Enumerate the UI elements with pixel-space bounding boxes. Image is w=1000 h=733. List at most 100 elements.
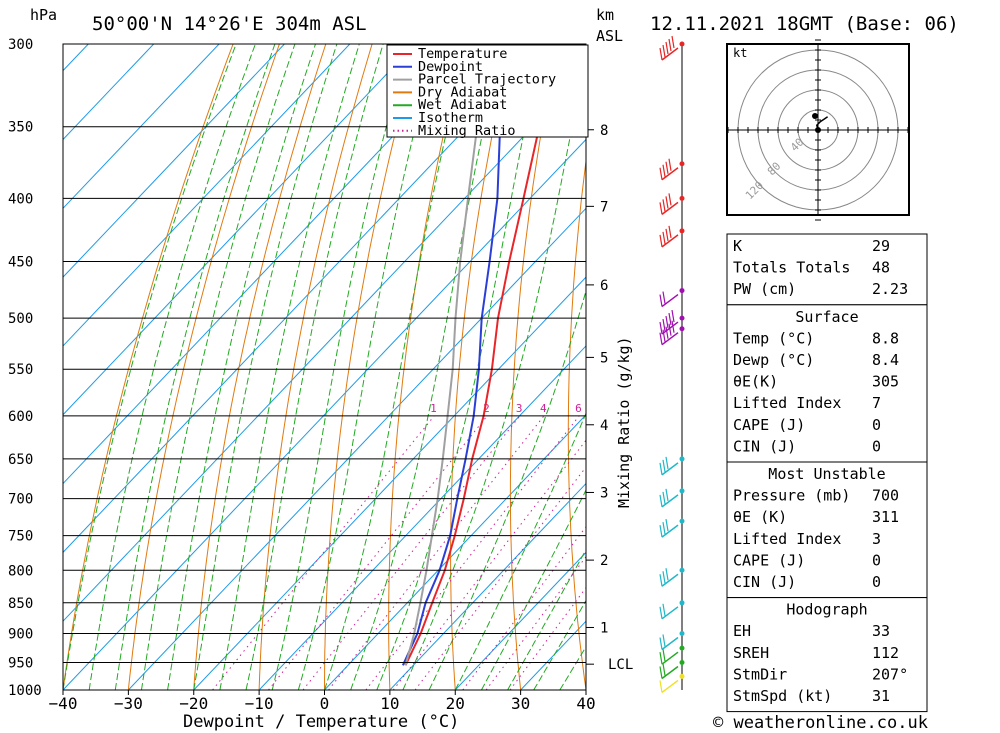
dry-adiabat-line	[258, 44, 373, 690]
series-dewpoint	[401, 44, 508, 666]
wind-barb-shaft	[661, 606, 679, 620]
wind-barb-dot	[679, 326, 685, 332]
wind-barb-feather	[665, 315, 669, 329]
hodograph-indices-label: EH	[733, 622, 751, 640]
wind-barb-feather	[659, 666, 663, 679]
wind-barb-dot	[679, 518, 685, 524]
km-tick-label: 8	[600, 123, 608, 139]
isotherm-line	[389, 482, 586, 690]
km-tick-label: 4	[600, 418, 608, 434]
wind-barb-feather	[671, 309, 675, 323]
hodograph-indices-value: 31	[872, 687, 890, 705]
surface-label: Dewp (°C)	[733, 351, 814, 369]
wind-barb-feather	[665, 228, 669, 241]
km-tick-label: LCL	[608, 657, 633, 673]
km-tick-label: 2	[600, 553, 608, 569]
wind-barb-feather	[665, 326, 669, 339]
pressure-tick-label: 350	[8, 120, 33, 136]
isotherm-line	[63, 44, 285, 278]
wind-barb-dot	[679, 659, 685, 665]
x-tick-label: 20	[446, 694, 465, 713]
hodograph-storm-marker	[812, 113, 818, 119]
x-tick-label: 0	[320, 694, 330, 713]
copyright-label: © weatheronline.co.uk	[713, 713, 928, 733]
wind-barb-feather	[662, 522, 666, 535]
wind-barb-feather	[668, 225, 672, 238]
wind-barb-feather	[662, 44, 666, 58]
wind-barb-shaft	[661, 636, 679, 651]
x-tick-label: 10	[380, 694, 399, 713]
km-tick-label: 3	[600, 485, 608, 501]
surface-label: CAPE (J)	[733, 416, 805, 434]
indices-top-value: 48	[872, 259, 890, 277]
wind-barb-dot	[679, 567, 685, 573]
wet-adiabat-line	[245, 44, 384, 690]
wind-barb-feather	[659, 167, 663, 180]
most-unstable-value: 311	[872, 508, 899, 526]
pressure-tick-label: 550	[8, 362, 33, 378]
isotherm-line	[63, 44, 547, 554]
wind-barb-dot	[679, 488, 685, 494]
wet-adiabat-line	[63, 44, 237, 690]
wet-adiabat-line	[507, 548, 586, 690]
wind-barb-feather	[659, 525, 663, 538]
wind-barb-feather	[662, 291, 666, 304]
pressure-tick-label: 800	[8, 563, 33, 579]
pressure-tick-label: 450	[8, 255, 33, 271]
plot-axes: 3003504004505005506006507007508008509009…	[8, 37, 633, 732]
wet-adiabat-line	[480, 489, 586, 690]
legend-label: Mixing Ratio	[418, 123, 516, 139]
wind-barb-feather	[659, 332, 663, 345]
wind-barb-feather	[662, 634, 666, 647]
wind-barb-feather	[665, 161, 669, 174]
wind-barb-feather	[668, 323, 672, 336]
wind-barb-shaft	[661, 573, 679, 587]
wind-barb-shaft	[661, 167, 679, 181]
wind-barb-feather	[671, 320, 675, 333]
wind-barb-feather	[665, 456, 669, 469]
most-unstable-value: 0	[872, 573, 881, 591]
wind-barb-feather	[659, 47, 663, 61]
wet-adiabat-line	[219, 44, 360, 690]
mixing-ratio-line	[392, 439, 586, 690]
surface-label: Lifted Index	[733, 394, 841, 412]
most-unstable-value: 700	[872, 487, 899, 505]
mixing-ratio-line	[365, 415, 580, 690]
wind-barb-feather	[659, 606, 663, 619]
isotherm-line	[128, 207, 586, 690]
wind-barb-shaft	[661, 665, 679, 680]
wind-barb-feather	[662, 603, 666, 616]
wind-barb-shaft	[661, 47, 679, 61]
wind-barb-feather	[668, 158, 672, 171]
wind-barb-feather	[665, 488, 669, 502]
pressure-tick-label: 900	[8, 626, 33, 642]
km-tick-label: 5	[600, 350, 608, 366]
wet-adiabat-line	[324, 44, 469, 690]
wind-barb-shaft	[661, 293, 679, 308]
wind-barb-feather	[665, 196, 669, 209]
pressure-tick-label: 300	[8, 37, 33, 53]
mixing-ratio-label: 25	[711, 402, 724, 415]
most-unstable-label: Pressure (mb)	[733, 487, 850, 505]
wind-barb-feather	[668, 38, 672, 52]
isotherm-line	[63, 44, 416, 416]
indices-top-label: Totals Totals	[733, 259, 850, 277]
wind-barb-shaft	[661, 524, 679, 538]
wind-barb-feather	[662, 329, 666, 342]
wind-barb-feather	[668, 193, 672, 206]
legend-label: Temperature	[418, 46, 507, 62]
surface-title: Surface	[795, 308, 858, 326]
mixing-ratio-label: 1	[430, 402, 437, 415]
legend-label: Parcel Trajectory	[418, 72, 556, 88]
surface-value: 0	[872, 437, 881, 455]
isotherm-line	[63, 44, 481, 485]
x-tick-label: −40	[49, 694, 78, 713]
wind-barb-dot	[679, 600, 685, 606]
dry-adiabat-line	[928, 44, 1000, 690]
surface-label: θE(K)	[733, 373, 778, 391]
surface-value: 8.4	[872, 351, 899, 369]
pressure-tick-label: 500	[8, 311, 33, 327]
wind-barb-dot	[679, 315, 685, 321]
